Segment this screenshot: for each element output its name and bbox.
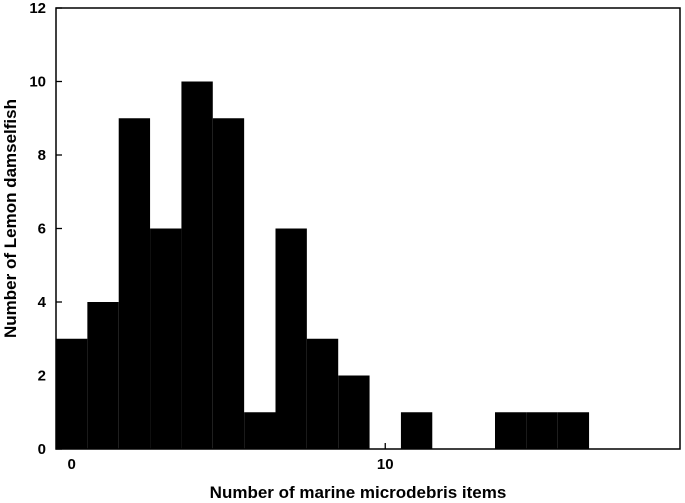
histogram-bar (338, 375, 370, 449)
histogram-bar (526, 412, 558, 449)
y-axis-ticks: 0 2 4 6 8 10 12 (29, 0, 62, 458)
y-tick-label: 0 (38, 441, 46, 458)
bars-group (56, 81, 590, 449)
x-axis-ticks: 0102030130 (68, 443, 394, 473)
histogram-bar (87, 302, 119, 449)
histogram-bar (494, 412, 527, 449)
y-tick-label: 10 (29, 74, 46, 91)
histogram-bar (118, 118, 151, 449)
x-axis-title: Number of marine microdebris items (210, 483, 507, 502)
y-tick-label: 6 (38, 221, 46, 238)
histogram-bar (244, 412, 276, 449)
histogram-bar (400, 412, 433, 449)
x-tick-label: 0 (68, 456, 76, 473)
histogram-bar (557, 412, 590, 449)
histogram-bar (212, 118, 245, 449)
histogram-bar (56, 338, 88, 449)
histogram-bar (181, 81, 213, 449)
plot-frame (55, 7, 681, 450)
histogram-bar (150, 228, 182, 449)
y-tick-label: 12 (29, 0, 46, 17)
x-tick-label: 10 (377, 456, 394, 473)
y-tick-label: 4 (38, 294, 47, 311)
histogram-bar (275, 228, 307, 449)
histogram-bar (306, 338, 339, 449)
y-tick-label: 2 (38, 368, 46, 385)
y-axis-title: Number of Lemon damselfish (1, 99, 20, 338)
y-tick-label: 8 (38, 147, 46, 164)
